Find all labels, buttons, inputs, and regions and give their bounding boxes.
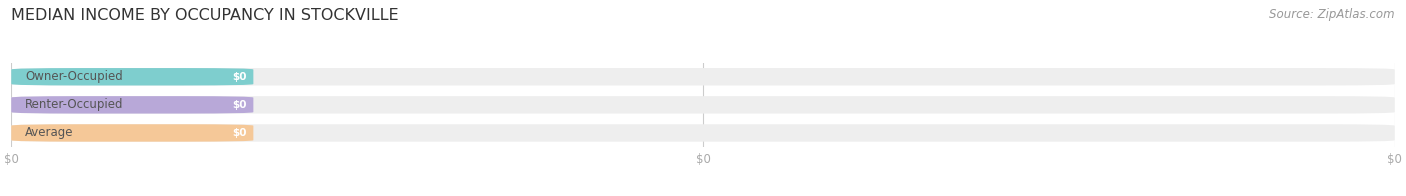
Text: MEDIAN INCOME BY OCCUPANCY IN STOCKVILLE: MEDIAN INCOME BY OCCUPANCY IN STOCKVILLE	[11, 8, 399, 23]
FancyBboxPatch shape	[11, 96, 1395, 113]
FancyBboxPatch shape	[11, 124, 1395, 142]
FancyBboxPatch shape	[11, 68, 1395, 85]
Text: Renter-Occupied: Renter-Occupied	[25, 98, 124, 111]
FancyBboxPatch shape	[11, 124, 253, 142]
FancyBboxPatch shape	[11, 96, 253, 113]
Text: $0: $0	[232, 72, 246, 82]
Text: $0: $0	[232, 100, 246, 110]
Text: Owner-Occupied: Owner-Occupied	[25, 70, 122, 83]
FancyBboxPatch shape	[11, 68, 253, 85]
Text: Average: Average	[25, 126, 73, 139]
Text: $0: $0	[232, 128, 246, 138]
Text: Source: ZipAtlas.com: Source: ZipAtlas.com	[1270, 8, 1395, 21]
